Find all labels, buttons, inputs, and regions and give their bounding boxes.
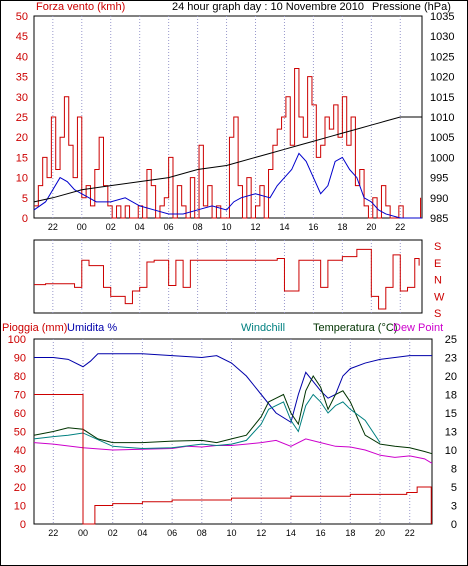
wind-y-tick-label: 25 [16, 112, 28, 124]
temp-y-tick-label: 20 [445, 371, 457, 383]
wind-x-tick-label: 04 [135, 222, 145, 232]
pressure-y-tick-label: 1010 [430, 112, 454, 124]
rain-series [34, 394, 432, 525]
humidity-y-tick-label: 90 [14, 353, 26, 365]
wind-direction-plot-area [33, 239, 423, 314]
wind-dir-label: N [434, 275, 442, 287]
wind-y-tick-label: 50 [16, 11, 28, 23]
wind-x-tick-label: 20 [366, 222, 376, 232]
temp-y-tick-label: 15 [445, 408, 457, 420]
wind-y-tick-label: 40 [16, 51, 28, 63]
wind-y-tick-label: 5 [22, 193, 28, 205]
temp-y-tick-label: 13 [445, 427, 457, 439]
temp-x-tick-label: 18 [345, 528, 355, 538]
wind-x-tick-label: 00 [77, 222, 87, 232]
wind-x-tick-label: 06 [164, 222, 174, 232]
temp-humidity-plot-area [33, 338, 433, 525]
temp-y-tick-label: 10 [445, 445, 457, 457]
wind-direction-series [34, 248, 420, 310]
wind-axis-label: Forza vento (kmh) [36, 1, 125, 13]
chart-title: 24 hour graph day : 10 Novembre 2010 [172, 1, 364, 13]
temperature-label: Temperatura (°C) [313, 322, 397, 334]
humidity-y-tick-label: 20 [14, 482, 26, 494]
temp-x-tick-label: 10 [227, 528, 237, 538]
humidity-y-tick-label: 10 [14, 501, 26, 513]
pressure-y-tick-label: 1005 [430, 132, 454, 144]
wind-y-tick-label: 20 [16, 132, 28, 144]
temp-x-tick-label: 14 [286, 528, 296, 538]
temp-y-tick-label: 0 [451, 519, 457, 531]
wind-average-series [33, 152, 422, 219]
temp-y-tick-label: 18 [445, 390, 457, 402]
wind-y-tick-label: 15 [16, 152, 28, 164]
humidity-y-tick-label: 60 [14, 408, 26, 420]
temp-x-tick-label: 00 [78, 528, 88, 538]
wind-x-tick-label: 22 [48, 222, 58, 232]
windchill-series [33, 393, 381, 450]
temp-x-tick-label: 08 [197, 528, 207, 538]
wind-x-tick-label: 02 [106, 222, 116, 232]
wind-y-tick-label: 0 [22, 213, 28, 225]
pressure-axis-label: Pressione (hPa) [372, 1, 451, 13]
dewpoint-label: Dew Point [393, 322, 443, 334]
humidity-series [34, 353, 432, 424]
temp-x-tick-label: 16 [316, 528, 326, 538]
wind-y-tick-label: 45 [16, 31, 28, 43]
panels: 0510152025303540455098599099510001005101… [8, 11, 457, 538]
wind-x-tick-label: 16 [308, 222, 318, 232]
humidity-y-tick-label: 40 [14, 445, 26, 457]
pressure-y-tick-label: 1000 [430, 152, 454, 164]
wind-gust-series [34, 68, 422, 219]
pressure-y-tick-label: 990 [430, 193, 448, 205]
wind-x-tick-label: 22 [395, 222, 405, 232]
humidity-y-tick-label: 50 [14, 427, 26, 439]
pressure-y-tick-label: 985 [430, 213, 448, 225]
temp-y-tick-label: 25 [445, 334, 457, 346]
wind-x-tick-label: 14 [279, 222, 289, 232]
temp-x-tick-label: 04 [137, 528, 147, 538]
wind-y-tick-label: 35 [16, 72, 28, 84]
temp-y-tick-label: 23 [445, 353, 457, 365]
wind-y-tick-label: 10 [16, 173, 28, 185]
humidity-y-tick-label: 70 [14, 390, 26, 402]
humidity-y-tick-label: 30 [14, 464, 26, 476]
wind-dir-label: W [434, 291, 445, 303]
temp-x-tick-label: 20 [375, 528, 385, 538]
pressure-series [33, 116, 422, 203]
pressure-y-tick-label: 995 [430, 173, 448, 185]
wind-x-tick-label: 18 [337, 222, 347, 232]
temp-y-tick-label: 8 [451, 464, 457, 476]
pressure-y-tick-label: 1035 [430, 11, 454, 23]
temp-y-tick-label: 5 [451, 482, 457, 494]
humidity-y-tick-label: 100 [8, 334, 26, 346]
wind-x-tick-label: 08 [193, 222, 203, 232]
wind-pressure-plot-area [33, 15, 423, 219]
humidity-axis-label: Umidita % [67, 322, 117, 334]
dewpoint-series [33, 438, 433, 464]
humidity-y-tick-label: 80 [14, 371, 26, 383]
temperature-series [33, 375, 433, 455]
wind-x-tick-label: 12 [250, 222, 260, 232]
wind-dir-label: S [434, 241, 441, 253]
wind-dir-label: S [434, 308, 441, 320]
temp-x-tick-label: 22 [48, 528, 58, 538]
pressure-y-tick-label: 1025 [430, 51, 454, 63]
wind-dir-label: E [434, 258, 441, 270]
humidity-y-tick-label: 0 [20, 519, 26, 531]
temp-x-tick-label: 22 [405, 528, 415, 538]
pressure-y-tick-label: 1015 [430, 92, 454, 104]
rain-axis-label: Pioggia (mm) [2, 322, 67, 334]
pressure-y-tick-label: 1020 [430, 72, 454, 84]
wind-y-tick-label: 30 [16, 92, 28, 104]
temp-x-tick-label: 06 [167, 528, 177, 538]
temp-x-tick-label: 12 [256, 528, 266, 538]
windchill-label: Windchill [241, 322, 285, 334]
temp-y-tick-label: 3 [451, 501, 457, 513]
pressure-y-tick-label: 1030 [430, 31, 454, 43]
wind-x-tick-label: 10 [222, 222, 232, 232]
temp-x-tick-label: 02 [108, 528, 118, 538]
